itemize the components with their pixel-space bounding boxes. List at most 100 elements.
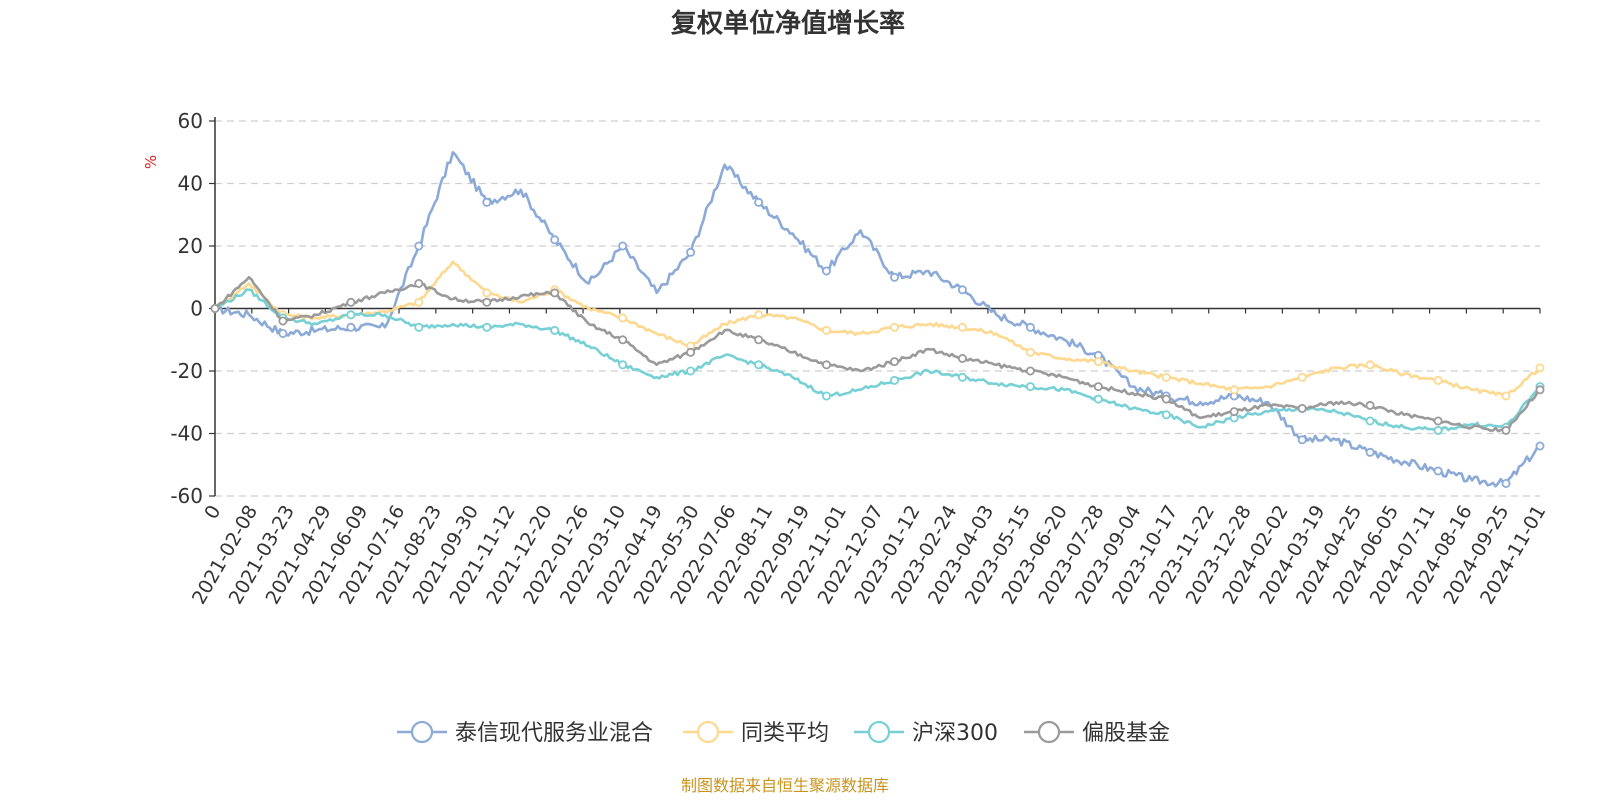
- data-point-marker: [1025, 366, 1035, 376]
- data-point-marker: [1501, 391, 1511, 401]
- data-point-marker: [1365, 400, 1375, 410]
- series-line-4: [214, 275, 1541, 433]
- data-point-marker: [414, 278, 424, 288]
- data-point-marker: [414, 241, 424, 251]
- data-point-marker: [1535, 441, 1545, 451]
- data-point-marker: [1025, 322, 1035, 332]
- data-point-marker: [822, 266, 832, 276]
- data-point-marker: [1229, 385, 1239, 395]
- data-point-marker: [1433, 425, 1443, 435]
- y-tick-label: 20: [178, 234, 203, 258]
- series-line-1: [214, 151, 1541, 488]
- data-point-marker: [278, 316, 288, 326]
- series-lines: [210, 151, 1545, 488]
- data-point-marker: [618, 241, 628, 251]
- data-point-marker: [618, 360, 628, 370]
- gridlines: [215, 120, 1540, 497]
- data-point-marker: [618, 313, 628, 323]
- series-line-2: [214, 260, 1542, 398]
- data-point-marker: [754, 197, 764, 207]
- data-point-marker: [1297, 372, 1307, 382]
- data-point-marker: [1297, 403, 1307, 413]
- data-point-marker: [1025, 382, 1035, 392]
- data-point-marker: [210, 303, 220, 313]
- legend-marker-icon: [1037, 720, 1061, 744]
- data-point-marker: [346, 310, 356, 320]
- data-point-marker: [1433, 416, 1443, 426]
- legend-label: 偏股基金: [1082, 721, 1170, 746]
- data-point-marker: [1161, 372, 1171, 382]
- series-line-3: [214, 288, 1542, 433]
- legend-label: 泰信现代服务业混合: [455, 721, 653, 746]
- data-point-marker: [550, 288, 560, 298]
- data-point-marker: [957, 285, 967, 295]
- data-point-marker: [1365, 447, 1375, 457]
- data-point-marker: [1297, 435, 1307, 445]
- legend-marker-icon: [696, 720, 720, 744]
- y-tick-label: 60: [178, 109, 203, 133]
- y-tick-label: -60: [170, 484, 203, 508]
- data-point-marker: [1433, 466, 1443, 476]
- data-point-marker: [754, 310, 764, 320]
- data-point-marker: [890, 272, 900, 282]
- legend-marker-icon: [410, 720, 434, 744]
- legend-item-3[interactable]: 沪深300: [854, 720, 998, 746]
- data-point-marker: [890, 322, 900, 332]
- data-point-marker: [1365, 360, 1375, 370]
- x-tick-label: 0: [200, 502, 225, 523]
- data-point-marker: [346, 297, 356, 307]
- data-point-marker: [346, 322, 356, 332]
- data-point-marker: [754, 360, 764, 370]
- legend-marker-icon: [867, 720, 891, 744]
- data-point-marker: [618, 335, 628, 345]
- data-point-marker: [414, 322, 424, 332]
- data-point-marker: [1535, 385, 1545, 395]
- data-point-marker: [1229, 407, 1239, 417]
- data-point-marker: [957, 353, 967, 363]
- data-point-marker: [482, 297, 492, 307]
- data-point-marker: [1535, 363, 1545, 373]
- data-point-marker: [686, 247, 696, 257]
- data-point-marker: [482, 288, 492, 298]
- y-tick-label: 40: [178, 172, 203, 196]
- data-point-marker: [890, 357, 900, 367]
- data-point-marker: [1433, 375, 1443, 385]
- data-point-marker: [890, 375, 900, 385]
- legend-item-2[interactable]: 同类平均: [683, 720, 829, 746]
- data-point-marker: [686, 366, 696, 376]
- data-point-marker: [957, 322, 967, 332]
- legend-item-1[interactable]: 泰信现代服务业混合: [397, 720, 653, 746]
- data-point-marker: [482, 197, 492, 207]
- y-tick-label: -40: [170, 422, 203, 446]
- data-point-marker: [278, 328, 288, 338]
- data-point-marker: [1501, 478, 1511, 488]
- data-point-marker: [1093, 382, 1103, 392]
- legend[interactable]: 泰信现代服务业混合 同类平均 沪深300 偏股基金: [397, 720, 1170, 746]
- data-point-marker: [1365, 416, 1375, 426]
- data-point-marker: [1161, 394, 1171, 404]
- data-point-marker: [1093, 357, 1103, 367]
- legend-label: 沪深300: [912, 721, 998, 746]
- data-point-marker: [822, 325, 832, 335]
- legend-label: 同类平均: [741, 721, 829, 746]
- data-point-marker: [1093, 394, 1103, 404]
- data-point-marker: [482, 322, 492, 332]
- y-axis-unit: %: [142, 155, 160, 169]
- data-point-marker: [754, 335, 764, 345]
- y-tick-label: 0: [190, 297, 203, 321]
- y-tick-label: -20: [170, 359, 203, 383]
- data-point-marker: [1161, 410, 1171, 420]
- data-source-note: 制图数据来自恒生聚源数据库: [681, 776, 889, 795]
- data-point-marker: [1025, 347, 1035, 357]
- data-point-marker: [957, 372, 967, 382]
- data-point-marker: [686, 347, 696, 357]
- data-point-marker: [414, 297, 424, 307]
- data-point-marker: [550, 235, 560, 245]
- data-point-marker: [550, 325, 560, 335]
- chart-title: 复权单位净值增长率: [671, 8, 905, 39]
- legend-item-4[interactable]: 偏股基金: [1024, 720, 1170, 746]
- data-point-marker: [1501, 425, 1511, 435]
- data-point-marker: [822, 391, 832, 401]
- data-point-marker: [822, 360, 832, 370]
